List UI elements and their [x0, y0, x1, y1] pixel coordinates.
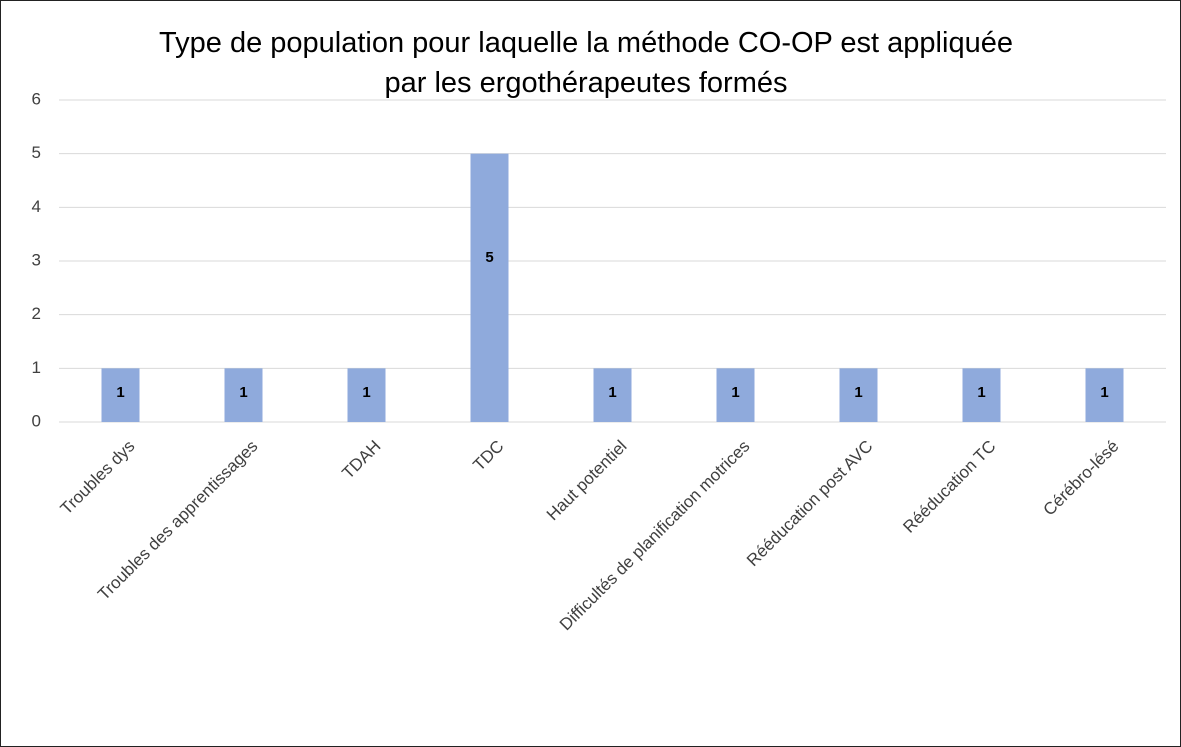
x-tick-label: Rééducation TC [899, 437, 999, 537]
y-tick-label: 2 [32, 304, 41, 323]
value-label: 1 [977, 384, 985, 401]
y-tick-label: 4 [32, 197, 41, 216]
y-tick-label: 1 [32, 358, 41, 377]
bar [962, 368, 1001, 422]
bar [1085, 368, 1124, 422]
value-label: 5 [485, 249, 493, 266]
value-label: 1 [854, 384, 862, 401]
bar [839, 368, 878, 422]
y-tick-label: 6 [32, 89, 41, 108]
x-tick-label: Troubles dys [57, 437, 139, 519]
value-label: 1 [116, 384, 124, 401]
bar [101, 368, 140, 422]
chart-title: Type de population pour laquelle la méth… [159, 27, 1013, 99]
x-tick-label: TDAH [338, 437, 384, 483]
bar [593, 368, 632, 422]
bar [347, 368, 386, 422]
x-tick-label: Cérébro-lésé [1040, 437, 1123, 520]
y-tick-label: 5 [32, 143, 41, 162]
bar [716, 368, 755, 422]
y-tick-label: 3 [32, 250, 41, 269]
value-label: 1 [362, 384, 370, 401]
y-tick-label: 0 [32, 411, 41, 430]
x-tick-label: Rééducation post AVC [743, 437, 876, 570]
value-label: 1 [731, 384, 739, 401]
value-label: 1 [239, 384, 247, 401]
bar [470, 153, 509, 422]
bar [224, 368, 263, 422]
x-tick-label: Difficultés de planification motrices [556, 437, 754, 635]
value-label: 1 [608, 384, 616, 401]
x-tick-label: TDC [469, 437, 507, 475]
value-label: 1 [1100, 384, 1108, 401]
x-tick-label: Haut potentiel [543, 437, 631, 525]
